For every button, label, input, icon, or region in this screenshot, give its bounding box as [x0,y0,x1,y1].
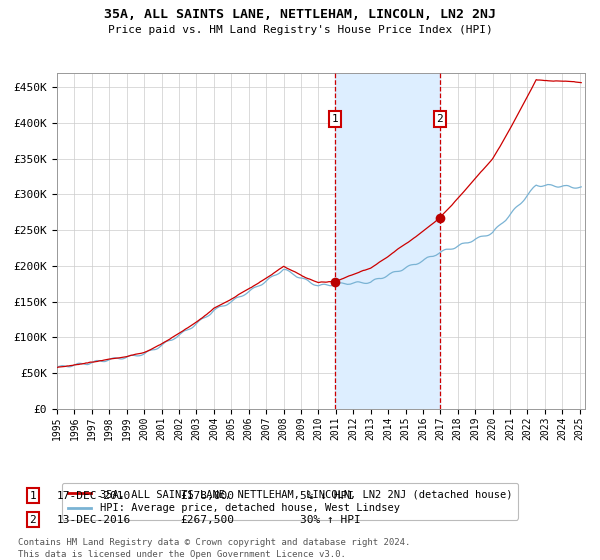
Text: £178,000: £178,000 [180,491,234,501]
Text: 35A, ALL SAINTS LANE, NETTLEHAM, LINCOLN, LN2 2NJ: 35A, ALL SAINTS LANE, NETTLEHAM, LINCOLN… [104,8,496,21]
Text: Price paid vs. HM Land Registry's House Price Index (HPI): Price paid vs. HM Land Registry's House … [107,25,493,35]
Text: 17-DEC-2010: 17-DEC-2010 [57,491,131,501]
Bar [335,73,440,409]
Legend: 35A, ALL SAINTS LANE, NETTLEHAM, LINCOLN, LN2 2NJ (detached house), HPI: Average: 35A, ALL SAINTS LANE, NETTLEHAM, LINCOLN… [62,483,518,520]
Text: 2: 2 [436,114,443,124]
Text: 1: 1 [332,114,338,124]
Text: Contains HM Land Registry data © Crown copyright and database right 2024.: Contains HM Land Registry data © Crown c… [18,538,410,547]
Text: This data is licensed under the Open Government Licence v3.0.: This data is licensed under the Open Gov… [18,550,346,559]
Text: 13-DEC-2016: 13-DEC-2016 [57,515,131,525]
Text: 30% ↑ HPI: 30% ↑ HPI [300,515,361,525]
Text: £267,500: £267,500 [180,515,234,525]
Text: 5% ↓ HPI: 5% ↓ HPI [300,491,354,501]
Text: 1: 1 [29,491,37,501]
Text: 2: 2 [29,515,37,525]
